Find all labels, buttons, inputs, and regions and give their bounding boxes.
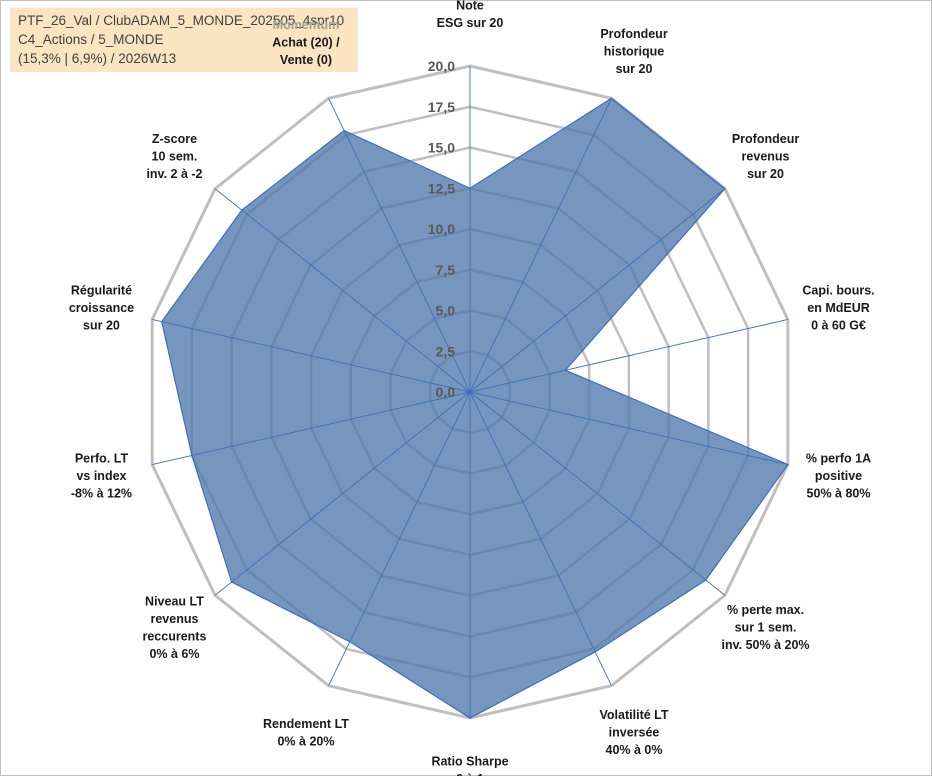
data-point [191,454,193,457]
axis-label: Perfo. LT vs index -8% à 12% [71,452,132,501]
axis-label: % perte max. sur 1 sem. inv. 50% à 20% [722,603,810,652]
axis-spoke [469,391,612,686]
tick-label: 5,0 [436,303,456,319]
data-point [230,581,233,583]
data-point [610,97,613,100]
title-line-2: C4_Actions / 5_MONDE [18,32,164,47]
axis-label: Volatilité LT inversée 40% à 0% [600,708,669,757]
tick-label: 10,0 [428,221,455,237]
data-point [594,651,596,653]
axis-spoke [328,98,471,393]
axis-label: Achat (20) / Vente (0) [272,36,340,68]
data-point [348,640,351,643]
axis-label: Profondeur historique sur 20 [600,27,667,76]
data-point [564,369,567,372]
data-point [724,187,726,190]
tick-label: 17,5 [428,99,455,115]
tick-label: 20,0 [428,58,455,74]
axis-label: Ratio Sharpe0 à 1 [431,754,508,776]
data-point [787,463,789,466]
axis-sub-label: Momentum [273,18,340,32]
axis-spoke [214,188,471,393]
data-point [704,579,707,581]
axis-label: Capi. bours. en MdEUR 0 à 60 G€ [802,283,874,332]
axis-spoke [469,391,726,596]
tick-label: 15,0 [428,140,455,156]
axis-spoke [152,319,471,393]
data-series-area [161,97,789,719]
data-point [469,187,471,190]
axis-spoke [469,188,726,393]
axis-label: Rendement LT 0% à 20% [263,717,349,749]
axis-spoke [328,391,471,686]
axis-label: Niveau LT revenus reccurents 0% à 6% [142,594,206,661]
axis-spoke [152,391,471,465]
axis-label: Note ESG sur 20 [437,0,504,30]
tick-label: 7,5 [436,262,456,278]
data-point [160,320,163,323]
axis-label: Z-score 10 sem. inv. 2 à -2 [146,132,202,181]
data-point [469,717,471,719]
axis-label: Régularité croissance sur 20 [69,283,134,332]
title-line-1: PTF_26_Val / ClubADAM_5_MONDE_202505_4sp… [18,13,345,28]
axis-spoke [469,391,788,465]
title-line-3: (15,3% | 6,9%) / 2026W13 [18,51,177,66]
tick-label: 2,5 [436,343,456,359]
axis-spoke [469,319,788,393]
data-point [241,209,243,211]
data-point [343,129,345,132]
axis-label: % perfo 1A positive 50% à 80% [806,452,871,501]
axis-spoke [214,391,471,596]
chart-title-box: PTF_26_Val / ClubADAM_5_MONDE_202505_4sp… [10,8,358,72]
tick-label: 12,5 [428,180,455,196]
axis-label: Profondeur revenus sur 20 [732,132,799,181]
tick-label: 0,0 [436,384,456,400]
axis-spoke [469,98,612,393]
